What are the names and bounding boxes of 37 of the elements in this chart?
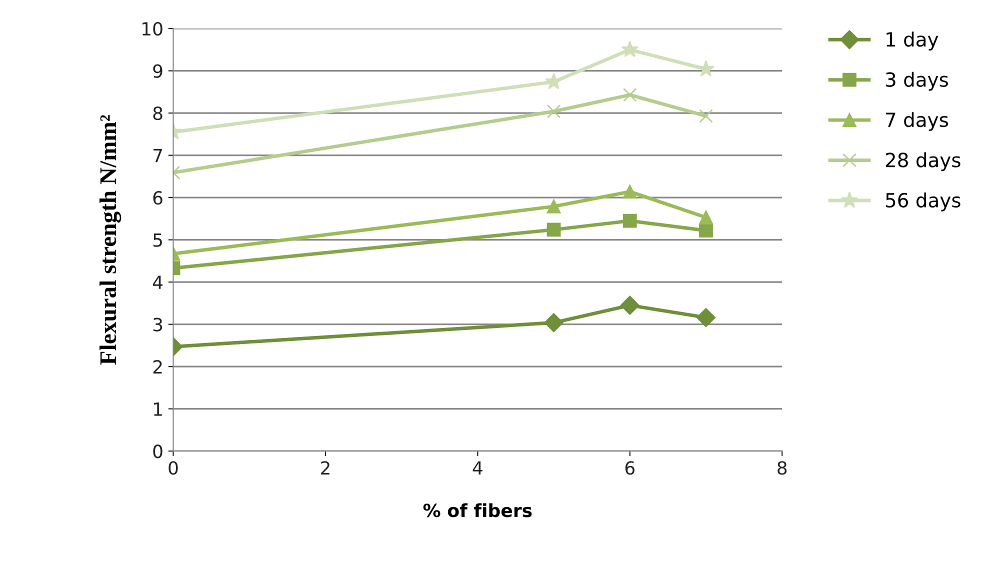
point <box>699 210 713 224</box>
y-tick-label: 0 <box>153 444 162 458</box>
y-axis-title: Flexural strength N/mm² <box>100 115 122 365</box>
point <box>544 313 564 332</box>
x-tick-label: 0 <box>168 461 178 475</box>
y-tick-label: 1 <box>154 402 162 416</box>
x-tick-label: 8 <box>778 461 787 475</box>
y-tick-label: 3 <box>153 318 162 332</box>
point <box>699 109 713 123</box>
point <box>546 104 561 118</box>
x-tick-label: 4 <box>472 461 482 475</box>
legend-label: 3 days <box>886 72 948 91</box>
point <box>696 308 716 328</box>
point <box>621 40 639 58</box>
legend-label: 7 days <box>886 112 948 131</box>
legend-label: 28 days <box>886 152 960 172</box>
x-tick-label: 6 <box>625 461 634 475</box>
legend-label: 56 days <box>886 192 960 212</box>
point <box>622 184 637 199</box>
y-tick-label: 2 <box>153 360 162 374</box>
y-tick-label: 6 <box>153 191 162 205</box>
point <box>546 222 561 237</box>
x-axis-title: % of fibers <box>423 503 532 518</box>
y-tick-label: 9 <box>153 64 162 78</box>
y-tick-label: 5 <box>153 234 162 247</box>
point <box>545 72 562 90</box>
y-tick-label: 7 <box>154 149 162 162</box>
point <box>546 199 561 214</box>
x-tick-label: 2 <box>321 461 330 475</box>
y-tick-label: 10 <box>142 22 162 36</box>
point <box>620 296 640 315</box>
point <box>622 88 637 102</box>
point <box>699 224 713 238</box>
point <box>622 214 637 228</box>
y-tick-label: 8 <box>153 106 162 120</box>
y-tick-label: 4 <box>152 276 163 289</box>
legend-label: 1 day <box>886 32 938 51</box>
